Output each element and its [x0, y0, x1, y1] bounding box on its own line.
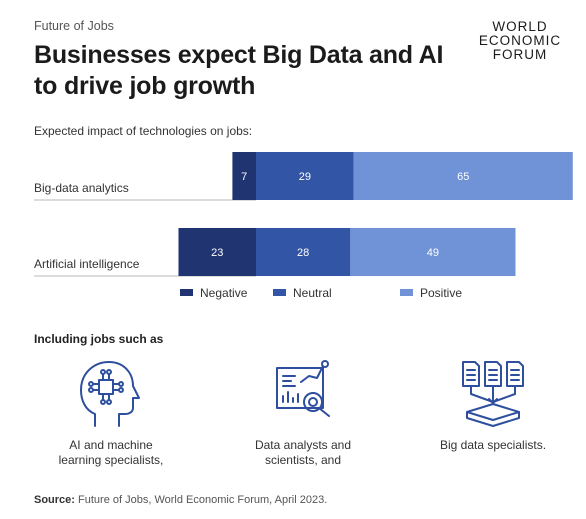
- job-big-data-line1: Big data specialists.: [439, 438, 547, 452]
- bar-artificial-intelligence-positive: [350, 228, 516, 276]
- data-label-big-data-analytics-positive: 65: [457, 171, 469, 183]
- logo-line-3: FORUM: [492, 47, 548, 62]
- eyebrow: Future of Jobs: [34, 19, 114, 33]
- job-ai-ml-line1: AI and machine: [69, 438, 153, 452]
- job-data-analysts: Data analysts and scientists, and: [238, 356, 368, 468]
- bar-artificial-intelligence-neutral: [256, 228, 351, 276]
- category-label-big-data-analytics: Big-data analytics: [34, 181, 129, 195]
- data-label-big-data-analytics-negative: 7: [241, 171, 247, 183]
- legend-swatch-neutral: [273, 289, 286, 296]
- jobs-heading: Including jobs such as: [34, 332, 164, 346]
- legend-label-neutral: Neutral: [293, 286, 332, 300]
- source-note: Source: Future of Jobs, World Economic F…: [34, 494, 327, 506]
- logo-line-1: WORLD: [492, 19, 548, 34]
- logo-line-2: ECONOMIC: [478, 33, 562, 48]
- source-text: Future of Jobs, World Economic Forum, Ap…: [74, 494, 328, 506]
- wef-logo: WORLD ECONOMIC FORUM: [462, 20, 578, 62]
- job-data-analysts-line1: Data analysts and: [254, 438, 352, 452]
- data-label-artificial-intelligence-negative: 23: [211, 247, 223, 259]
- chart-title: Businesses expect Big Data and AI to dri…: [34, 41, 444, 100]
- job-ai-ml-line2: learning specialists,: [58, 453, 164, 467]
- chart-subtitle: Expected impact of technologies on jobs:: [34, 124, 253, 138]
- job-big-data: Big data specialists.: [428, 356, 558, 453]
- data-label-big-data-analytics-neutral: 29: [299, 171, 311, 183]
- data-label-artificial-intelligence-neutral: 28: [297, 247, 309, 259]
- data-dashboard-icon: [276, 360, 330, 417]
- legend-swatch-negative: [180, 289, 193, 296]
- job-data-analysts-line2: scientists, and: [264, 453, 342, 467]
- legend-label-negative: Negative: [200, 286, 248, 300]
- legend-swatch-positive: [400, 289, 413, 296]
- bar-big-data-analytics-neutral: [256, 152, 354, 200]
- stacked-bar-chart: Big-data analytics 7 29 65 Artificial intell…: [34, 152, 573, 300]
- big-data-documents-icon: [462, 361, 524, 427]
- job-ai-ml: AI and machine learning specialists,: [46, 356, 176, 468]
- bar-big-data-analytics-negative: [232, 152, 256, 200]
- data-label-artificial-intelligence-positive: 49: [427, 247, 439, 259]
- source-label: Source:: [34, 494, 75, 506]
- ai-head-icon: [80, 361, 140, 427]
- bar-artificial-intelligence-negative: [178, 228, 256, 276]
- category-label-artificial-intelligence: Artificial intelligence: [34, 257, 140, 271]
- legend-label-positive: Positive: [420, 286, 462, 300]
- bar-big-data-analytics-positive: [353, 152, 573, 200]
